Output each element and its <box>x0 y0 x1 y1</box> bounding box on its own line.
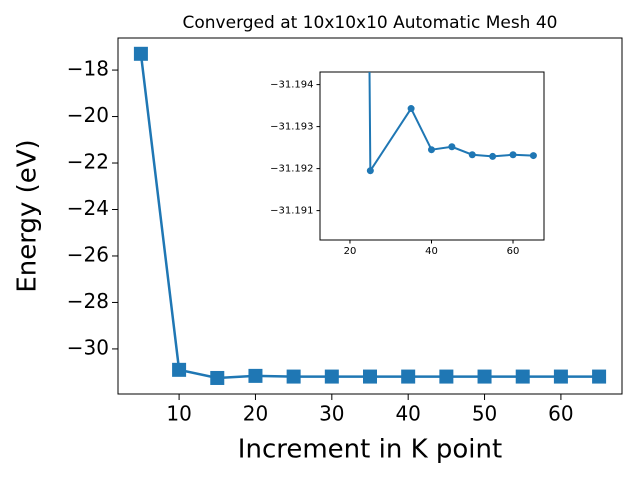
y-tick-label: −31.192 <box>270 164 313 175</box>
x-tick-label: 60 <box>507 246 520 257</box>
chart-title: Converged at 10x10x10 Automatic Mesh 40 <box>183 13 558 33</box>
y-tick-label: −18 <box>67 57 109 81</box>
marker <box>448 143 456 151</box>
y-tick-label: −22 <box>67 150 109 174</box>
x-tick-label: 40 <box>395 402 420 426</box>
marker <box>427 146 435 154</box>
y-tick-label: −31.194 <box>270 80 313 91</box>
marker <box>515 369 530 384</box>
y-tick-label: −28 <box>67 289 109 313</box>
y-tick-label: −24 <box>67 196 109 220</box>
x-tick-label: 40 <box>425 246 438 257</box>
x-tick-label: 30 <box>319 402 344 426</box>
marker <box>248 368 263 383</box>
marker <box>407 105 415 113</box>
marker <box>286 369 301 384</box>
marker <box>509 151 517 159</box>
marker <box>477 369 492 384</box>
marker <box>489 152 497 160</box>
x-tick-label: 10 <box>166 402 191 426</box>
marker <box>439 369 454 384</box>
y-tick-label: −31.191 <box>270 206 313 217</box>
marker <box>210 370 225 385</box>
x-tick-label: 50 <box>472 402 497 426</box>
y-axis-label: Energy (eV) <box>13 139 43 292</box>
marker <box>468 151 476 159</box>
y-tick-label: −20 <box>67 103 109 127</box>
x-tick-label: 60 <box>548 402 573 426</box>
marker <box>401 369 416 384</box>
x-axis-label: Increment in K point <box>238 435 502 465</box>
x-tick-label: 20 <box>344 246 357 257</box>
marker <box>363 369 377 384</box>
plot-layer <box>133 46 607 385</box>
marker <box>172 362 187 377</box>
marker <box>529 152 537 160</box>
marker <box>553 369 568 384</box>
plot-layer <box>366 72 537 175</box>
marker <box>133 46 148 61</box>
y-tick-label: −30 <box>67 335 109 359</box>
marker <box>592 369 607 384</box>
y-tick-label: −31.193 <box>270 122 313 133</box>
x-tick-label: 20 <box>243 402 268 426</box>
marker <box>366 167 374 175</box>
marker <box>324 369 339 384</box>
y-tick-label: −26 <box>67 242 109 266</box>
